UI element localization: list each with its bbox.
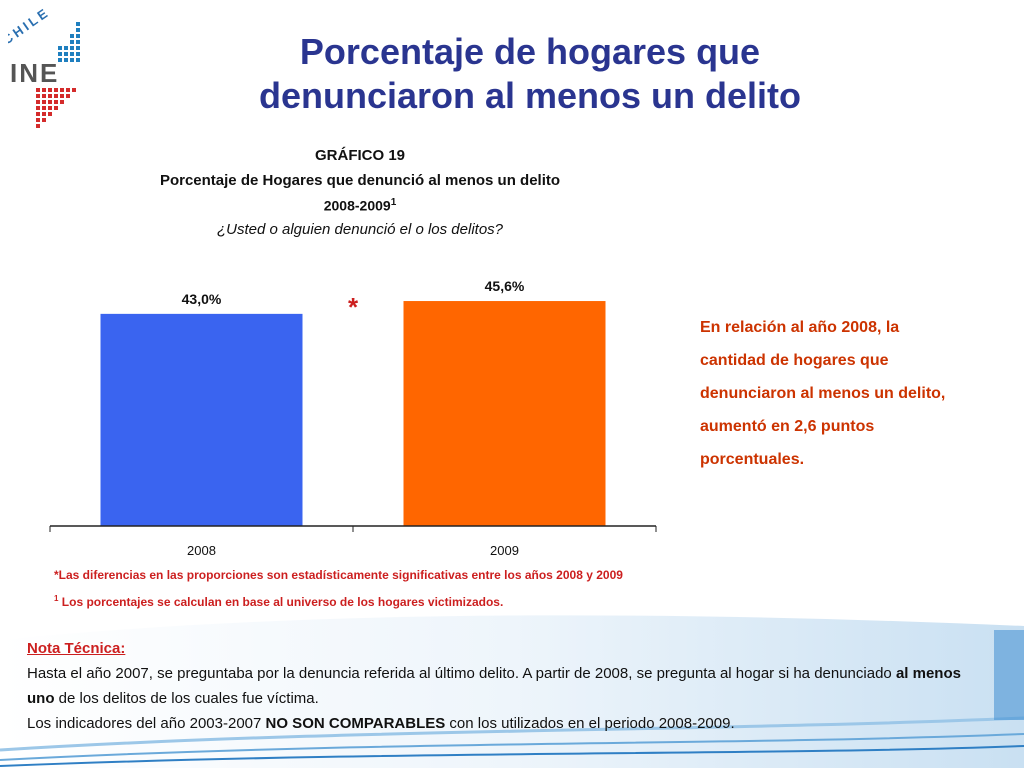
technical-note-paragraph-2: Los indicadores del año 2003-2007 NO SON… <box>27 711 967 736</box>
bar-2008 <box>100 313 303 526</box>
footnote-base-marker: 1 <box>54 594 59 603</box>
note-p1-text-b: de los delitos de los cuales fue víctima… <box>54 690 319 707</box>
side-note: En relación al año 2008, la cantidad de … <box>700 319 946 468</box>
note-p1-text-a: Hasta el año 2007, se preguntaba por la … <box>27 665 896 682</box>
tick-label-2009: 2009 <box>490 543 519 558</box>
tick-label-2008: 2008 <box>187 543 216 558</box>
logo-ine-text: INE <box>10 58 59 88</box>
footnote-base-text: Los porcentajes se calculan en base al u… <box>58 595 504 609</box>
slide-title-line1: Porcentaje de hogares que <box>299 31 761 72</box>
chart-years: 2008-20091 <box>60 197 660 214</box>
technical-note: Nota Técnica: Hasta el año 2007, se preg… <box>27 636 967 736</box>
significance-marker: * <box>348 292 359 322</box>
data-label-2008: 43,0% <box>182 291 222 307</box>
ine-chile-logo: INE CHILE <box>8 8 80 128</box>
note-p2-bold: NO SON COMPARABLES <box>265 715 446 732</box>
chart-question: ¿Usted o alguien denunció el o los delit… <box>216 221 504 238</box>
note-p1-bold: al menos uno <box>27 665 961 707</box>
technical-note-title: Nota Técnica: <box>27 640 126 657</box>
note-p2-text-a: Los indicadores del año 2003-2007 <box>27 715 266 732</box>
chart-years-sup: 1 <box>390 197 397 208</box>
data-label-2009: 45,6% <box>485 278 525 294</box>
note-p2-text-b: con los utilizados en el periodo 2008-20… <box>445 715 735 732</box>
slide-title: Porcentaje de hogares que denunciaron al… <box>150 30 910 118</box>
technical-note-paragraph-1: Hasta el año 2007, se preguntaba por la … <box>27 661 967 711</box>
bar-2009 <box>403 301 606 526</box>
slide-title-line2: denunciaron al menos un delito <box>258 75 802 116</box>
chart-caption: GRÁFICO 19 <box>314 147 405 164</box>
footnote-base: 1 Los porcentajes se calculan en base al… <box>54 594 503 609</box>
chart-years-text: 2008-2009 <box>323 197 391 214</box>
bar-chart: 43,0% 2008 45,6% 2009 * <box>49 278 657 558</box>
chart-title: Porcentaje de Hogares que denunció al me… <box>159 172 561 189</box>
decorative-wave <box>0 615 1024 768</box>
footnote-significance: *Las diferencias en las proporciones son… <box>54 568 623 582</box>
